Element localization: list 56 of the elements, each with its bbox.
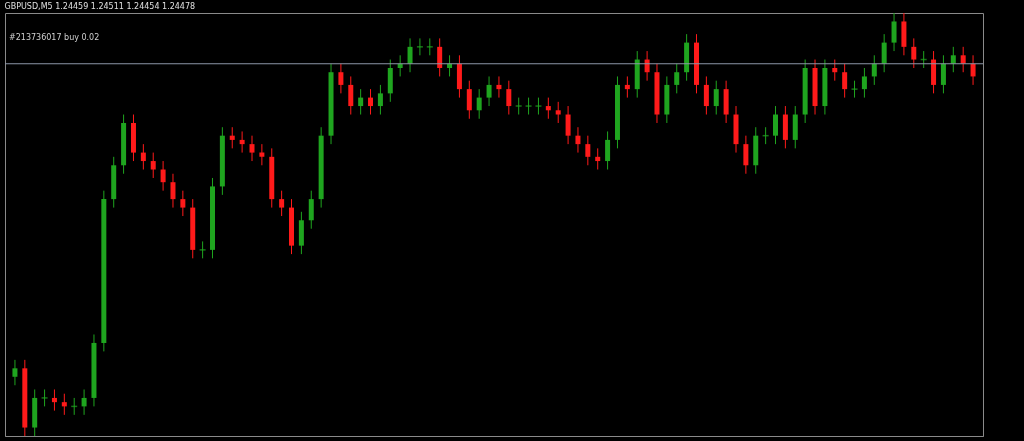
chart-title: GBPUSD,M5 1.24459 1.24511 1.24454 1.24478 [4, 1, 196, 11]
candlestick [358, 88, 364, 116]
candlestick [160, 160, 166, 192]
candlestick [466, 80, 472, 120]
candlestick [180, 190, 186, 217]
candlestick [842, 63, 848, 99]
candlestick [605, 130, 611, 171]
candlestick [229, 126, 235, 149]
candlestick [12, 359, 18, 386]
candlestick [950, 46, 956, 73]
candlestick [496, 75, 502, 99]
candlestick [249, 135, 255, 162]
candlestick [595, 147, 601, 171]
candlestick [555, 101, 561, 124]
candlestick [447, 54, 453, 77]
candlestick [81, 388, 87, 416]
candlestick [506, 80, 512, 116]
candlestick [674, 63, 680, 94]
candlestick [377, 84, 383, 116]
candlestick [308, 190, 314, 230]
candlestick [773, 105, 779, 145]
candlestick [279, 190, 285, 217]
candlestick [743, 135, 749, 175]
candlestick [970, 54, 976, 86]
candlestick [486, 75, 492, 107]
candlestick [911, 37, 917, 69]
candlestick [703, 75, 709, 116]
candlestick [891, 12, 897, 52]
candlestick [575, 126, 581, 154]
candlestick [476, 88, 482, 120]
candlestick [150, 152, 156, 179]
candlestick [437, 37, 443, 77]
candlestick [239, 130, 245, 154]
candlestick [259, 143, 265, 166]
candlestick [960, 46, 966, 73]
candlestick [416, 37, 423, 56]
candlestick [170, 173, 176, 209]
candlestick [585, 135, 591, 166]
candlestick [871, 54, 877, 86]
candlestick [832, 59, 838, 82]
candlestick [140, 143, 146, 171]
candlestick [397, 54, 403, 77]
candlestick [545, 97, 551, 120]
candlestick [940, 54, 946, 94]
candlestick [881, 33, 887, 73]
candlestick [624, 75, 630, 99]
candlestick [51, 388, 57, 412]
candlestick [407, 37, 413, 73]
candlestick [61, 393, 67, 416]
candlestick [565, 105, 571, 145]
candlestick [861, 67, 867, 99]
candlestick [338, 63, 344, 94]
ref-line-label: #213736017 buy 0.02 [9, 32, 100, 42]
candlestick [368, 88, 374, 116]
candlestick [348, 75, 354, 116]
candlestick [713, 80, 719, 116]
